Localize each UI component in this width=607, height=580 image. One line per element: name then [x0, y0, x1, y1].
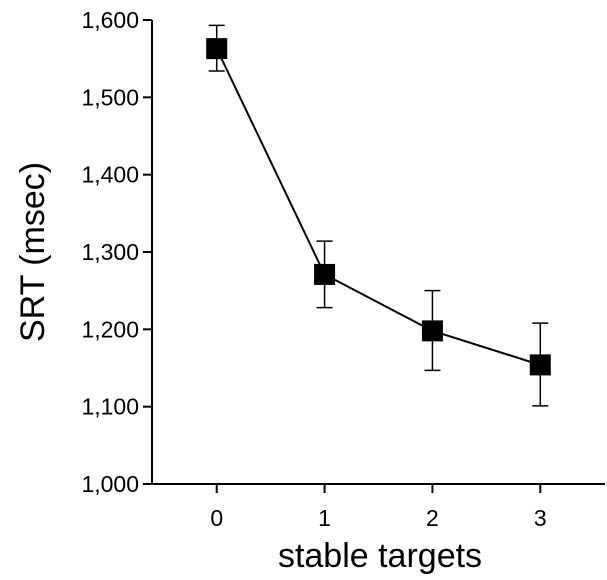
x-tick-label: 3 — [534, 505, 547, 531]
x-tick-label: 2 — [426, 505, 439, 531]
y-tick-label: 1,100 — [81, 394, 139, 420]
y-axis-ticks: 1,000 1,100 1,200 1,300 1,400 1,500 1,600 — [81, 7, 152, 497]
plot-area — [206, 24, 551, 407]
y-axis-label: SRT (msec) — [14, 162, 52, 342]
x-tick-label: 1 — [318, 505, 331, 531]
data-point-marker — [314, 263, 336, 285]
data-point-marker — [421, 320, 443, 342]
y-tick-label: 1,000 — [81, 471, 139, 497]
y-tick-label: 1,600 — [81, 7, 139, 33]
y-tick-label: 1,500 — [81, 84, 139, 110]
series-line — [215, 48, 541, 366]
x-axis-ticks: 0 1 2 3 — [210, 484, 547, 531]
data-point-marker — [206, 38, 228, 60]
x-tick-label: 0 — [210, 505, 223, 531]
data-point-marker — [529, 354, 551, 376]
y-tick-label: 1,400 — [81, 162, 139, 188]
axes — [151, 20, 605, 485]
y-tick-label: 1,200 — [81, 316, 139, 342]
x-axis-label: stable targets — [278, 537, 482, 575]
y-tick-label: 1,300 — [81, 239, 139, 265]
